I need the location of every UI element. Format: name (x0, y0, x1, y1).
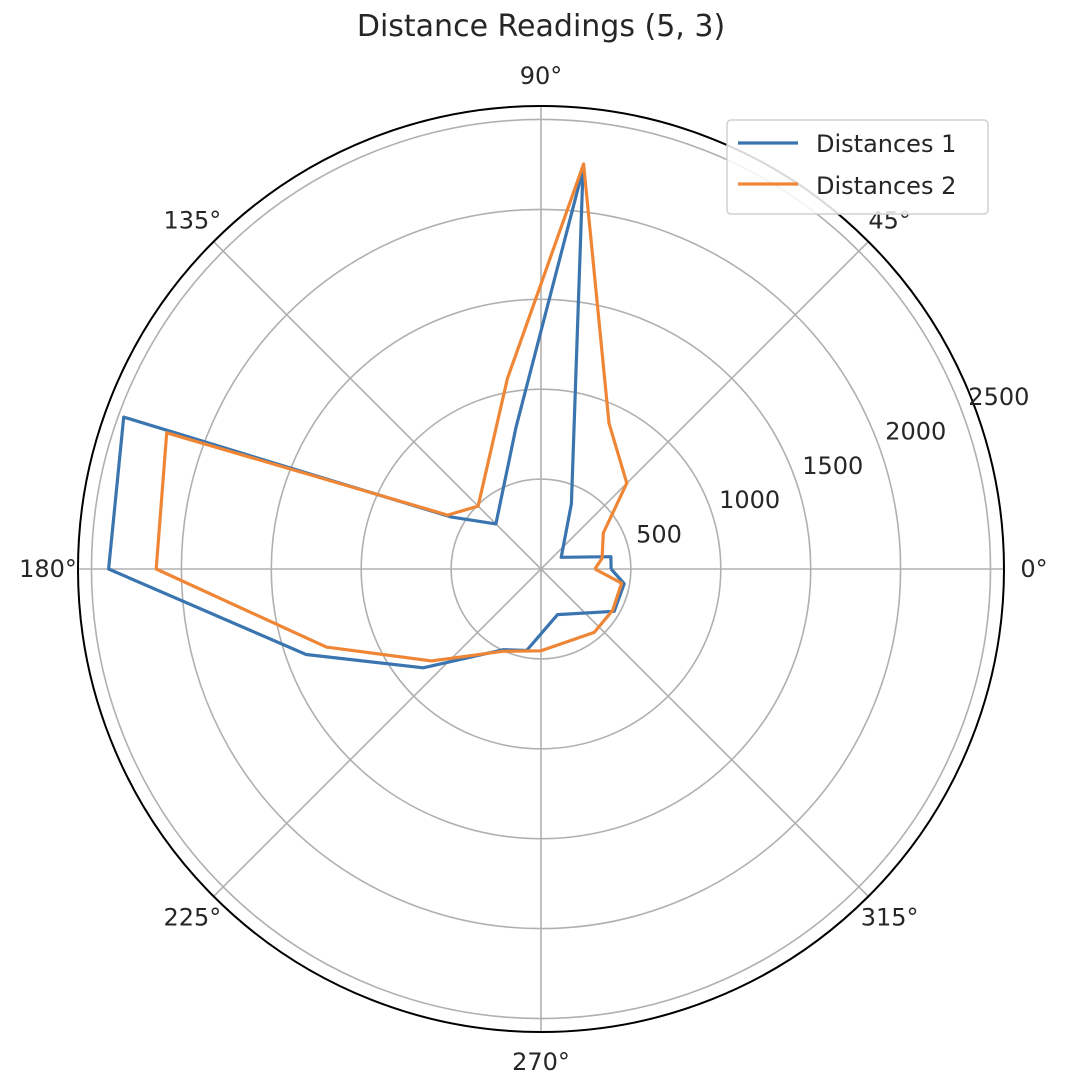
radial-tick-label: 1500 (802, 452, 863, 480)
radial-tick-label: 2500 (968, 383, 1029, 411)
angle-tick-label: 135° (163, 206, 221, 234)
chart-title: Distance Readings (5, 3) (357, 9, 725, 44)
angle-tick-label: 0° (1020, 555, 1047, 583)
polar-frame (77, 105, 1005, 1033)
legend-label-distances-1: Distances 1 (816, 130, 956, 158)
angular-gridline (540, 241, 869, 570)
radial-tick-label: 500 (636, 521, 682, 549)
angle-tick-label: 225° (163, 904, 221, 932)
legend: Distances 1 Distances 2 (726, 119, 989, 215)
angle-tick-label: 315° (861, 904, 919, 932)
angular-gridline (213, 241, 542, 570)
angular-gridline (213, 568, 542, 897)
angular-gridline (540, 568, 869, 897)
legend-label-distances-2: Distances 2 (816, 172, 956, 200)
series-line-1 (107, 167, 626, 670)
angle-tick-label: 270° (512, 1048, 570, 1076)
radial-tick-label: 2000 (885, 417, 946, 445)
series-line-2 (154, 162, 629, 663)
series-layer (107, 162, 629, 670)
angle-tick-label: 90° (520, 62, 563, 90)
radial-tick-labels: 500 1000 1500 2000 2500 (636, 383, 1029, 549)
angle-tick-labels: 0°45°90°135°180°225°270°315° (19, 62, 1048, 1076)
radial-tick-label: 1000 (719, 486, 780, 514)
angle-tick-label: 180° (19, 555, 77, 583)
polar-grid (78, 106, 1004, 1032)
